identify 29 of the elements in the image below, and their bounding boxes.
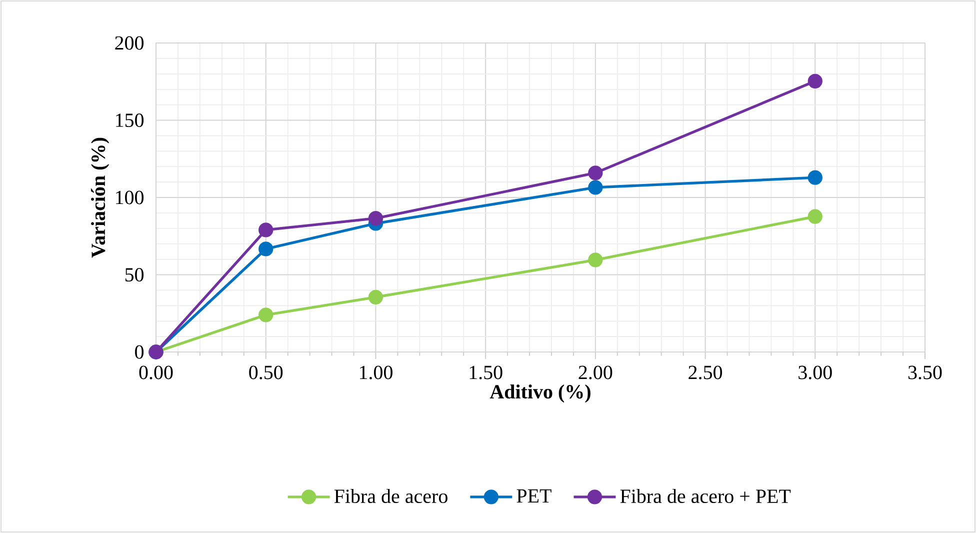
x-axis-title: Aditivo (%) <box>490 384 590 403</box>
y-tick-label: 150 <box>116 114 144 127</box>
x-tick-label: 1.50 <box>470 366 502 380</box>
y-tick-label: 50 <box>125 268 144 282</box>
point <box>808 209 822 224</box>
point <box>258 242 274 256</box>
x-tick-label: 3.00 <box>798 366 832 380</box>
point <box>258 222 274 238</box>
x-tick-label: 2.50 <box>688 366 722 380</box>
point <box>258 308 274 322</box>
x-tick-label: 0.50 <box>249 366 283 380</box>
point <box>588 252 603 268</box>
y-tick-label: 200 <box>115 36 144 50</box>
point <box>588 180 603 195</box>
y-tick-label: 100 <box>116 190 144 204</box>
x-tick-label: 1.00 <box>360 366 392 380</box>
legend-label: PET <box>516 489 552 502</box>
x-tick-label: 2.00 <box>578 366 612 380</box>
point <box>368 211 384 226</box>
point <box>368 290 384 304</box>
y-axis-title: Variación (%) <box>90 138 110 258</box>
y-tick-label: 0 <box>135 345 144 359</box>
point <box>808 74 822 88</box>
x-tick-label: 3.50 <box>908 366 942 380</box>
point <box>588 166 603 180</box>
legend-label: Fibra de acero <box>334 488 448 504</box>
legend-label: Fibra de acero + PET <box>620 488 791 504</box>
x-tick-label: 0.00 <box>139 366 173 380</box>
point <box>808 170 822 185</box>
